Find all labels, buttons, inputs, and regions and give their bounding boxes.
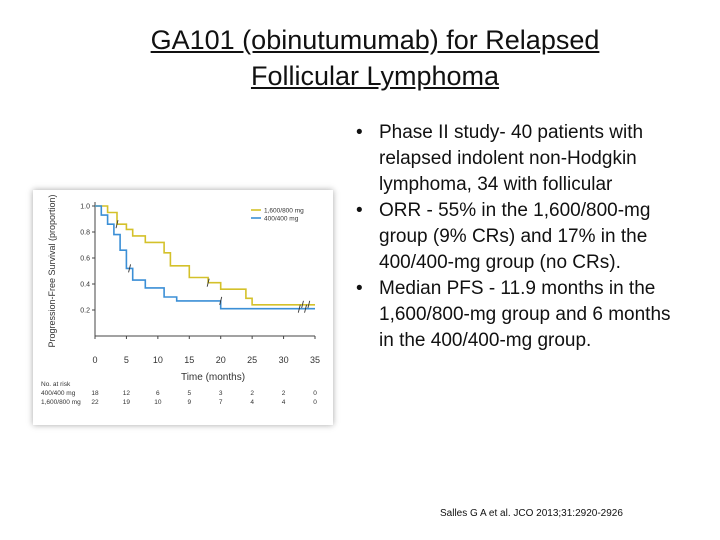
risk-table-value: 2 xyxy=(250,390,254,397)
km-figure: 0.2 0.4 0.6 0.8 1.0 0 5 10 15 20 25 30 35 Time (month… xyxy=(33,190,333,425)
y-tick-label: 0.8 xyxy=(80,230,90,237)
y-tick-label: 0.2 xyxy=(80,308,90,315)
bullet-pfs: Median PFS - 11.9 months in the 1,600/80… xyxy=(352,276,672,354)
risk-table-value: 4 xyxy=(282,399,286,406)
risk-table-value: 3 xyxy=(219,390,223,397)
censor-mark xyxy=(297,304,301,313)
risk-table-label-3: 1,600/800 mg xyxy=(41,399,81,406)
x-tick-label: 5 xyxy=(124,355,129,365)
risk-table-value: 7 xyxy=(219,399,223,406)
censor-mark xyxy=(115,220,119,229)
risk-table-value: 2 xyxy=(282,390,286,397)
y-tick-label: 0.4 xyxy=(80,282,90,289)
risk-table-label-1: No. at risk xyxy=(41,381,71,388)
censor-mark xyxy=(307,300,311,309)
censor-mark xyxy=(300,300,304,309)
title-line-1: GA101 (obinutumumab) for Relapsed xyxy=(150,25,600,55)
risk-table-label-2: 400/400 mg xyxy=(41,390,76,397)
x-tick-label: 25 xyxy=(247,355,257,365)
risk-table-value: 5 xyxy=(187,390,191,397)
x-tick-label: 20 xyxy=(216,355,226,365)
x-tick-label: 10 xyxy=(153,355,163,365)
citation: Salles G A et al. JCO 2013;31:2920-2926 xyxy=(440,508,623,519)
km-curve-1 xyxy=(95,205,315,306)
risk-table-value: 0 xyxy=(313,399,317,406)
censor-mark xyxy=(206,278,210,287)
x-tick-label: 0 xyxy=(92,355,97,365)
risk-table-value: 18 xyxy=(91,390,99,397)
legend-label-2: 400/400 mg xyxy=(264,216,299,223)
x-tick-label: 15 xyxy=(184,355,194,365)
y-tick-label: 0.6 xyxy=(80,256,90,263)
risk-table-value: 6 xyxy=(156,390,160,397)
risk-table-value: 9 xyxy=(187,399,191,406)
bullet-orr: ORR - 55% in the 1,600/800-mg group (9% … xyxy=(352,198,672,276)
slide-title: GA101 (obinutumumab) for Relapsed Follic… xyxy=(0,22,720,94)
legend-label-1: 1,600/800 mg xyxy=(264,208,304,215)
censor-mark xyxy=(128,264,132,273)
risk-table-value: 0 xyxy=(313,390,317,397)
risk-table-value: 22 xyxy=(91,399,99,406)
x-axis-label: Time (months) xyxy=(181,372,245,383)
bullet-list: Phase II study- 40 patients with relapse… xyxy=(352,120,672,354)
x-tick-label: 35 xyxy=(310,355,320,365)
risk-table-value: 19 xyxy=(123,399,131,406)
y-tick-label: 1.0 xyxy=(80,204,90,211)
censor-mark xyxy=(304,304,308,313)
risk-table-value: 12 xyxy=(123,390,131,397)
x-tick-label: 30 xyxy=(279,355,289,365)
risk-table-value: 10 xyxy=(154,399,162,406)
risk-table-value: 4 xyxy=(250,399,254,406)
censor-mark xyxy=(219,296,223,306)
y-axis-label: Progression-Free Survival (proportion) xyxy=(47,194,57,347)
title-line-2: Follicular Lymphoma xyxy=(250,61,500,91)
bullet-study: Phase II study- 40 patients with relapse… xyxy=(352,120,672,198)
